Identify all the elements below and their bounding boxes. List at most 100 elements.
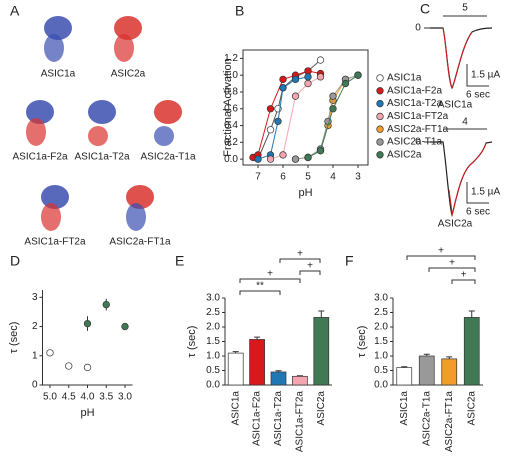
significance-bracket bbox=[406, 255, 476, 260]
y-tick-label: 1.0 bbox=[224, 70, 238, 81]
data-point bbox=[279, 151, 287, 159]
significance-label: + bbox=[297, 249, 303, 260]
category-label: ASIC2a-FT1a bbox=[444, 391, 455, 453]
time-scale: 6 sec bbox=[466, 207, 490, 218]
y-tick-label: 2 bbox=[32, 321, 38, 332]
legend-label: ASIC1a bbox=[387, 73, 422, 84]
x-tick-label: 5 bbox=[305, 172, 311, 183]
bar bbox=[313, 317, 330, 386]
data-point bbox=[304, 153, 312, 162]
y-tick-label: 2.0 bbox=[206, 322, 220, 333]
error-bar bbox=[275, 370, 282, 372]
y-tick-label: 1.2 bbox=[224, 53, 238, 64]
protein-name: ASIC1a-T2a bbox=[74, 152, 129, 163]
x-tick-label: 3.0 bbox=[118, 392, 132, 403]
data-point bbox=[291, 75, 300, 84]
panel-label: A bbox=[10, 3, 20, 19]
x-tick-label: 4 bbox=[330, 172, 336, 183]
data-point bbox=[102, 300, 110, 309]
data-point bbox=[266, 155, 275, 163]
x-tick-label: 4.5 bbox=[62, 392, 76, 403]
legend-label: ASIC1a-F2a bbox=[387, 85, 442, 96]
current-scale: 1.5 µA bbox=[471, 187, 500, 198]
data-point bbox=[316, 73, 325, 81]
x-tick-label: 3.5 bbox=[99, 392, 113, 403]
panel-label: B bbox=[235, 3, 244, 19]
significance-label: ** bbox=[256, 281, 264, 292]
x-tick-label: 3 bbox=[355, 172, 361, 183]
y-tick-label: 2.5 bbox=[206, 307, 220, 318]
legend-marker bbox=[376, 151, 384, 159]
y-tick-label: 2.0 bbox=[374, 322, 388, 333]
bar bbox=[227, 352, 244, 386]
data-point bbox=[329, 105, 337, 113]
y-tick-label: 1 bbox=[32, 350, 38, 361]
data-point bbox=[354, 71, 362, 79]
category-label: ASIC1a-F2a bbox=[252, 391, 263, 446]
category-label: ASIC1a bbox=[399, 391, 410, 426]
significance-bracket bbox=[299, 270, 321, 275]
significance-label: + bbox=[438, 246, 444, 257]
bar bbox=[441, 358, 458, 386]
bar bbox=[396, 367, 413, 386]
error-bar bbox=[232, 351, 239, 354]
bar bbox=[270, 371, 287, 386]
protein-name: ASIC2a-T1a bbox=[140, 152, 195, 163]
category-label: ASIC2a bbox=[316, 391, 327, 426]
y-tick-label: 0.4 bbox=[224, 120, 238, 131]
ph-label: 5 bbox=[462, 3, 468, 14]
y-tick-label: 0 bbox=[32, 380, 38, 391]
significance-bracket bbox=[239, 278, 301, 283]
protein-structures bbox=[26, 16, 182, 231]
significance-label: + bbox=[307, 261, 313, 272]
data-point bbox=[304, 73, 312, 81]
zero-label: 0 bbox=[415, 137, 421, 148]
bar bbox=[418, 355, 435, 386]
x-axis-label: pH bbox=[298, 187, 312, 199]
x-tick-label: 5.0 bbox=[43, 392, 57, 403]
error-bar bbox=[468, 310, 475, 318]
category-label: ASIC2a bbox=[466, 391, 477, 426]
y-tick-label: 3.0 bbox=[206, 293, 220, 304]
panel-label: F bbox=[345, 253, 354, 269]
data-point bbox=[83, 363, 92, 372]
x-tick-label: 7 bbox=[255, 172, 261, 183]
legend-label: ASIC2a-T1a bbox=[387, 137, 442, 148]
legend-label: ASIC2a-FT1a bbox=[387, 124, 449, 135]
legend-label: ASIC2a bbox=[387, 149, 422, 160]
y-tick-label: 0.5 bbox=[206, 365, 220, 376]
data-point bbox=[279, 75, 287, 84]
y-tick-label: 0.0 bbox=[374, 380, 388, 391]
zero-label: 0 bbox=[415, 23, 421, 34]
y-tick-label: 3 bbox=[32, 292, 38, 303]
y-tick-label: 0.8 bbox=[224, 87, 238, 98]
bar bbox=[292, 375, 308, 386]
data-point bbox=[341, 79, 350, 88]
legend-marker bbox=[376, 74, 384, 82]
y-tick-label: 0.6 bbox=[224, 103, 238, 114]
data-point bbox=[65, 362, 73, 370]
protein-name: ASIC1a-F2a bbox=[12, 152, 67, 163]
error-bar bbox=[401, 366, 408, 368]
y-axis-label: Fractional Activation bbox=[222, 58, 234, 156]
data-point bbox=[316, 147, 325, 155]
y-tick-label: 1.0 bbox=[206, 351, 220, 362]
legend-marker bbox=[376, 99, 384, 108]
series-line bbox=[307, 74, 359, 158]
data-point bbox=[274, 117, 282, 126]
legend-marker bbox=[376, 112, 384, 121]
significance-label: + bbox=[461, 270, 467, 281]
category-label: ASIC1a bbox=[230, 391, 241, 426]
data-point bbox=[291, 92, 300, 100]
data-point bbox=[254, 155, 262, 163]
significance-label: + bbox=[267, 269, 273, 280]
error-bar bbox=[296, 375, 303, 377]
protein-name: ASIC1a-FT2a bbox=[24, 237, 86, 248]
y-tick-label: 3.0 bbox=[374, 293, 388, 304]
error-bar bbox=[423, 353, 430, 356]
data-point bbox=[304, 79, 312, 88]
bar bbox=[463, 317, 480, 386]
legend-label: ASIC1a-FT2a bbox=[387, 111, 449, 122]
panel-label: E bbox=[175, 253, 184, 269]
error-bar bbox=[318, 310, 325, 318]
